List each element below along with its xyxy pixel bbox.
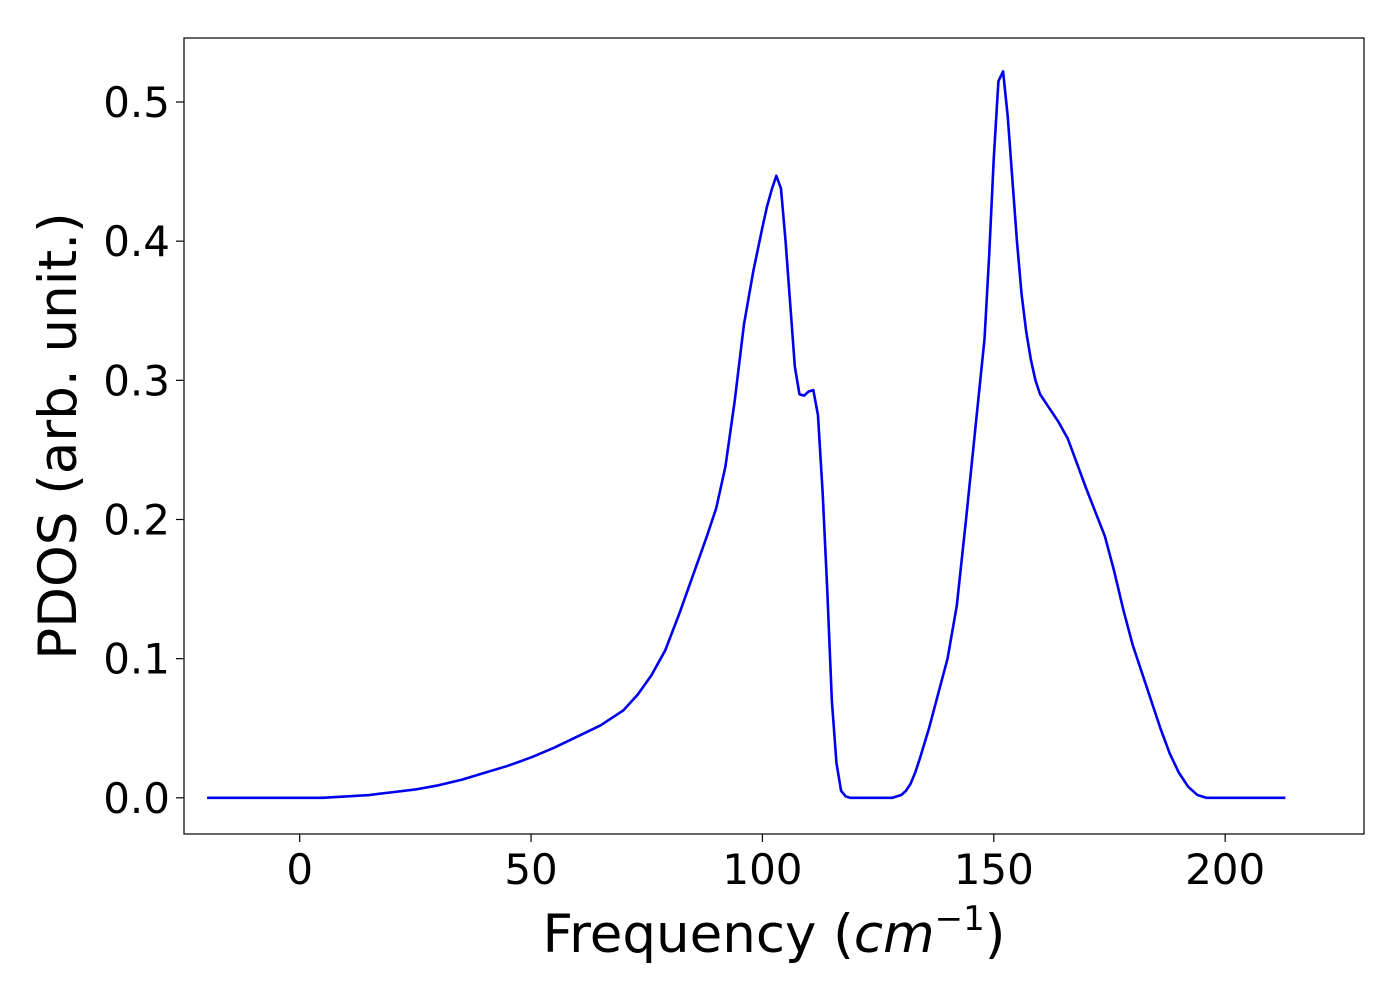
y-tick-label: 0.4 xyxy=(103,217,170,266)
pdos-line xyxy=(207,70,1286,800)
y-axis-ticks: 0.0 0.1 0.2 0.3 0.4 0.5 xyxy=(103,78,184,823)
x-tick-label: 0 xyxy=(286,845,313,894)
y-tick-label: 0.3 xyxy=(103,356,170,405)
y-tick-label: 0.0 xyxy=(103,774,170,823)
plot-frame xyxy=(183,37,1365,835)
y-axis-label: PDOS (arb. unit.) xyxy=(28,212,89,659)
x-axis-label: Frequency (cm−1) xyxy=(543,899,1006,965)
x-tick-label: 50 xyxy=(504,845,557,894)
y-tick-label: 0.1 xyxy=(103,635,170,684)
x-tick-label: 150 xyxy=(954,845,1034,894)
x-tick-label: 100 xyxy=(722,845,802,894)
y-tick-label: 0.2 xyxy=(103,495,170,544)
x-tick-label: 200 xyxy=(1185,845,1265,894)
x-axis-ticks: 0 50 100 150 200 xyxy=(286,834,1265,894)
y-tick-label: 0.5 xyxy=(103,78,170,127)
